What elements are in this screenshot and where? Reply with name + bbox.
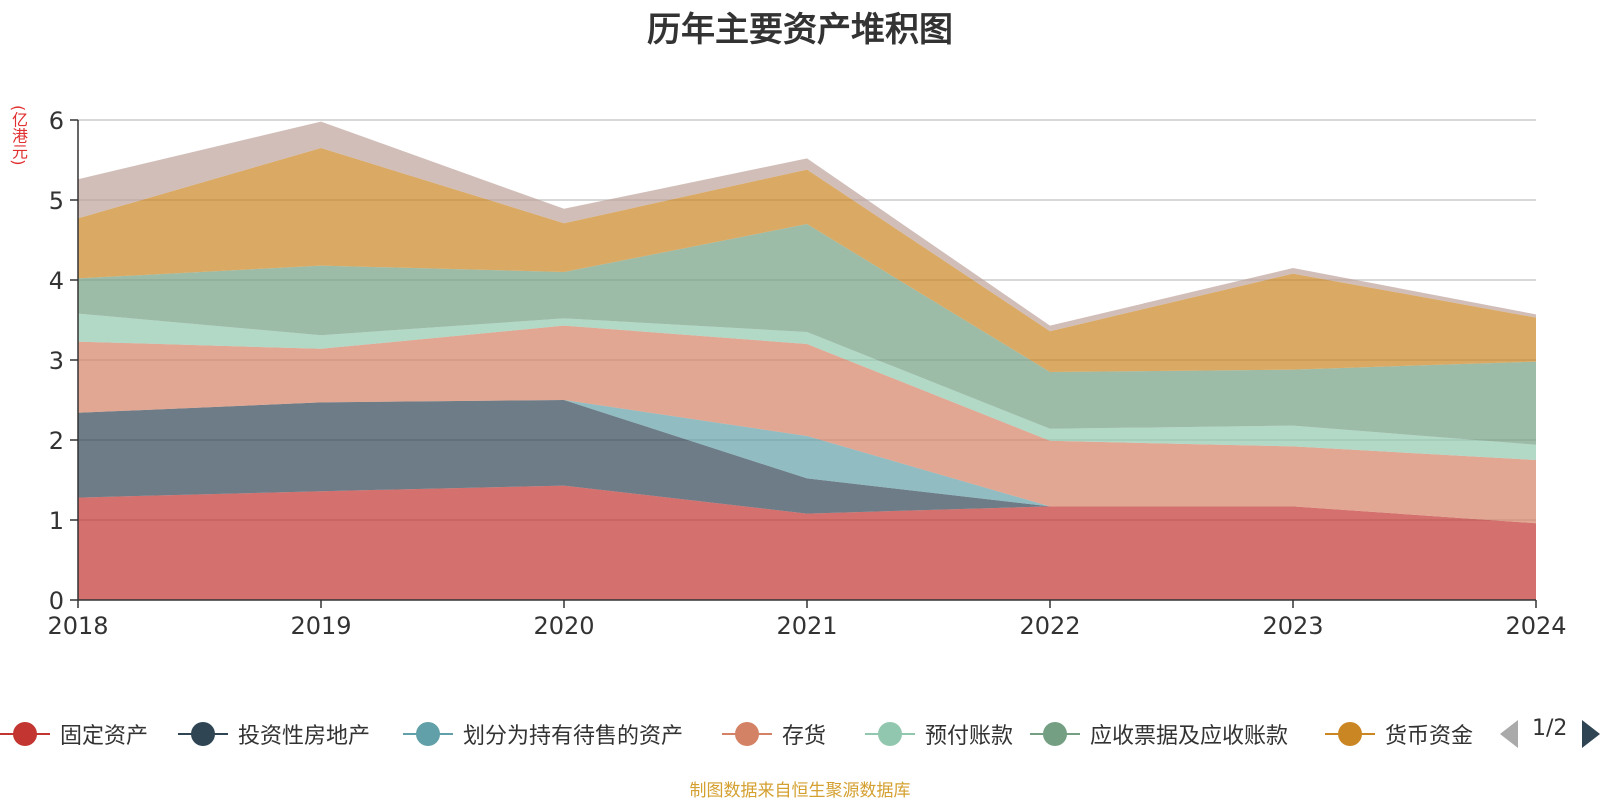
x-tick-label: 2019 [290,612,351,640]
legend-item[interactable]: 划分为持有待售的资产 [403,712,683,756]
legend-item[interactable]: 应收票据及应收账款 [1030,712,1288,756]
legend-marker-icon [178,712,228,756]
area-series-0[interactable] [78,485,1536,600]
legend-item[interactable]: 固定资产 [0,712,148,756]
area-series-3[interactable] [78,325,1536,524]
x-tick-label: 2018 [47,612,108,640]
area-series-4[interactable] [78,313,1536,460]
legend-next-page-icon[interactable] [1582,720,1600,748]
y-tick-label: 0 [49,587,64,615]
area-series-1[interactable] [78,400,1536,524]
x-tick-label: 2024 [1505,612,1566,640]
legend-label: 投资性房地产 [238,724,371,749]
area-series-5[interactable] [78,224,1536,445]
stacked-area-chart: 0 1 2 3 4 5 6 2018 2019 2020 2021 2022 2023 2024 [47,107,1566,640]
y-axis-unit-label: (亿港元) [9,105,28,166]
y-tick-label: 2 [49,427,64,455]
legend-marker-icon [722,712,772,756]
legend-marker-icon [403,712,453,756]
x-tick-label: 2022 [1019,612,1080,640]
y-tick-label: 1 [49,507,64,535]
legend-marker-icon [1325,712,1375,756]
legend-label: 固定资产 [60,724,149,749]
legend-label: 存货 [782,724,827,749]
x-tick-label: 2023 [1262,612,1323,640]
y-tick-label: 5 [49,187,64,215]
chart-legend: 固定资产 投资性房地产 划分为持有待售的资产 存货 预付账款 应收票据及应收账款 货币资金 [0,712,1600,756]
area-series-2[interactable] [78,400,1536,524]
y-tick-label: 3 [49,347,64,375]
legend-marker-icon [865,712,915,756]
legend-prev-page-icon[interactable] [1500,720,1518,748]
x-tick-label: 2021 [776,612,837,640]
legend-item[interactable]: 投资性房地产 [178,712,370,756]
legend-label: 货币资金 [1385,724,1474,749]
legend-item[interactable]: 货币资金 [1325,712,1473,756]
y-tick-label: 4 [49,267,64,295]
legend-label: 预付账款 [925,724,1014,749]
legend-label: 应收票据及应收账款 [1090,724,1289,749]
legend-marker-icon [0,712,50,756]
area-series-6[interactable] [78,148,1536,372]
area-series-7[interactable] [78,121,1536,332]
legend-page-indicator: 1/2 [1532,716,1568,741]
chart-title: 历年主要资产堆积图 [647,10,953,50]
legend-label: 划分为持有待售的资产 [463,724,684,749]
y-tick-label: 6 [49,107,64,135]
legend-item[interactable]: 存货 [722,712,826,756]
legend-item[interactable]: 预付账款 [865,712,1013,756]
source-note: 制图数据来自恒生聚源数据库 [689,781,911,801]
x-tick-label: 2020 [533,612,594,640]
legend-marker-icon [1030,712,1080,756]
